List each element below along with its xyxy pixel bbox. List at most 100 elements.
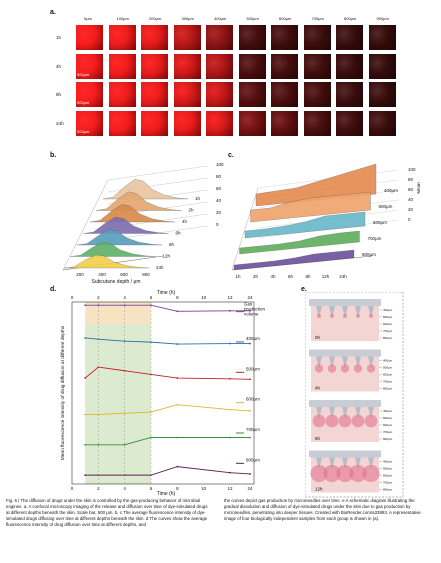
confocal-image-cell: [271, 25, 298, 50]
depth-tick-label: 600μm: [383, 373, 393, 377]
confocal-image-cell: [173, 110, 201, 136]
legend-label: production: [244, 307, 266, 312]
confocal-image-cell: [336, 53, 363, 79]
microneedle: [316, 306, 322, 318]
drug-diffusion-zone: [330, 314, 334, 318]
confocal-image-cell: [238, 53, 266, 79]
z-tick-label: 60: [408, 187, 414, 192]
x-tick-label: 4h: [270, 274, 276, 279]
series-label: 6h: [176, 231, 182, 236]
drug-diffusion-zone: [343, 314, 347, 318]
ridge-series: [102, 179, 189, 200]
scale-bar-label: 500μm: [77, 100, 90, 105]
x-tick-label: 200: [76, 272, 84, 277]
grid-line: [107, 165, 209, 181]
confocal-image-cell: [108, 82, 136, 107]
column-header: 800μm: [344, 16, 357, 21]
z-tick-label: 80: [408, 177, 414, 182]
depth-tick-label: 500μm: [383, 416, 393, 420]
plot-frame: [71, 301, 255, 485]
ribbon-series: [233, 249, 355, 271]
confocal-image-cell: [368, 53, 396, 79]
legend-label: 400μm: [246, 336, 260, 341]
microneedle: [355, 356, 361, 369]
x-axis-label: Time (h): [157, 491, 176, 496]
caption-right: the curves depict gas production by micr…: [224, 498, 421, 521]
microneedle: [316, 457, 322, 470]
legend-label: 800μm: [246, 457, 260, 462]
x-tick-label: 0: [71, 486, 74, 491]
confocal-image-cell: [238, 82, 266, 107]
series-line: [85, 437, 250, 446]
z-tick-label: 100: [216, 162, 224, 167]
drug-diffusion-zone: [362, 464, 380, 483]
confocal-image-cell: [141, 53, 168, 79]
x-tick-label: 12: [227, 486, 233, 491]
x-tick-label: 600: [120, 272, 128, 277]
confocal-image-cell: [173, 25, 201, 50]
drug-diffusion-zone: [369, 314, 373, 318]
confocal-image-cell: [173, 53, 201, 79]
x-tick-label: 6: [150, 486, 153, 491]
z-tick-label: 0: [216, 222, 219, 227]
drug-diffusion-zone: [351, 414, 365, 428]
x-tick-label: 10: [201, 486, 207, 491]
diffusion-region-shade: [85, 324, 151, 484]
series-label: 12h: [163, 254, 171, 259]
confocal-image-cell: [336, 82, 363, 107]
x-tick-label-top: 8: [176, 295, 179, 300]
series-label: 4h: [182, 219, 188, 224]
legend-label: volume: [244, 312, 259, 317]
depth-tick-label: 700μm: [383, 481, 393, 485]
column-header: 600μm: [279, 16, 292, 21]
series-label: 400μm: [384, 188, 398, 193]
drug-diffusion-zone: [353, 364, 363, 373]
confocal-image-cell: [336, 25, 363, 50]
patch-backing: [309, 349, 381, 357]
data-point: [84, 304, 87, 307]
ribbon-series: [239, 230, 360, 255]
confocal-image-cell: [76, 53, 103, 79]
x-tick-label: 8h: [305, 274, 311, 279]
drug-diffusion-zone: [327, 364, 337, 373]
z-tick-label: 0: [408, 217, 411, 222]
depth-tick-label: 500μm: [383, 467, 393, 471]
scale-bar-label: 500μm: [77, 71, 90, 77]
z-tick-label: 20: [216, 210, 222, 215]
confocal-image-cell: [368, 25, 396, 50]
microneedle: [342, 457, 348, 470]
column-header: 100μm: [116, 16, 129, 21]
z-tick-label: 100: [408, 167, 416, 172]
confocal-image-cell: [303, 25, 331, 50]
x-tick-label-top: 6: [150, 295, 153, 300]
figure-caption: Fig. 6 | The diffusion of drugs under th…: [6, 498, 431, 560]
drug-diffusion-zone: [325, 414, 339, 428]
microneedle: [329, 306, 335, 318]
microneedle: [368, 306, 374, 318]
z-tick-label: 40: [216, 198, 222, 203]
microneedle: [355, 457, 361, 470]
microneedle: [316, 356, 322, 369]
microneedle: [329, 457, 335, 470]
confocal-image-cell: [271, 82, 298, 107]
microneedle: [368, 356, 374, 369]
drug-diffusion-zone: [356, 314, 360, 318]
depth-tick-label: 400μm: [383, 308, 393, 312]
column-header: 300μm: [181, 16, 194, 21]
series-label: 700μm: [368, 236, 382, 241]
series-line: [85, 304, 250, 312]
patch-backing: [309, 400, 381, 407]
series-label: 24h: [156, 265, 164, 270]
axis-line: [231, 187, 259, 271]
series-label: 1h: [195, 196, 201, 201]
panel-c-ribbon-chart: 100 80 60 40 20 0 Mean 400μm 500μm 600μm 700μm 800μ…: [231, 163, 421, 279]
microneedle: [342, 407, 348, 419]
column-header: 200μm: [149, 16, 162, 21]
depth-tick-label: 800μm: [383, 387, 393, 391]
microneedle: [355, 306, 361, 318]
row-label: 8h: [56, 92, 62, 97]
panel-label-d: d.: [50, 286, 57, 293]
ridge-series: [89, 204, 176, 223]
confocal-image-cell: [76, 110, 103, 136]
